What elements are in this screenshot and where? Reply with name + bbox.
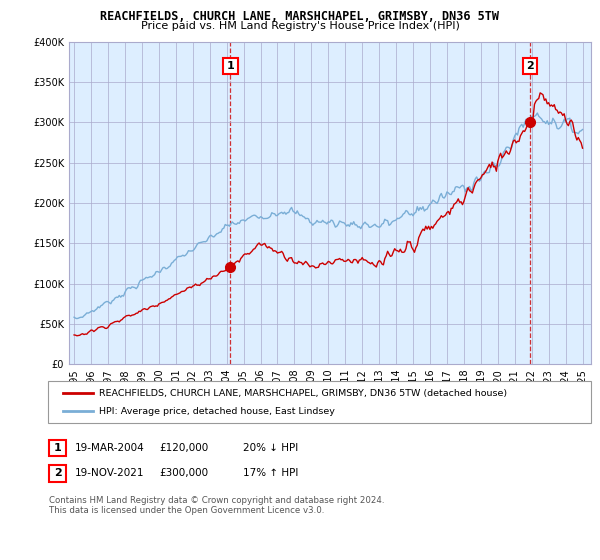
Text: HPI: Average price, detached house, East Lindsey: HPI: Average price, detached house, East… xyxy=(99,407,335,416)
Text: 17% ↑ HPI: 17% ↑ HPI xyxy=(243,468,298,478)
Text: Price paid vs. HM Land Registry's House Price Index (HPI): Price paid vs. HM Land Registry's House … xyxy=(140,21,460,31)
Text: REACHFIELDS, CHURCH LANE, MARSHCHAPEL, GRIMSBY, DN36 5TW: REACHFIELDS, CHURCH LANE, MARSHCHAPEL, G… xyxy=(101,10,499,23)
Text: Contains HM Land Registry data © Crown copyright and database right 2024.
This d: Contains HM Land Registry data © Crown c… xyxy=(49,496,385,515)
Text: 19-NOV-2021: 19-NOV-2021 xyxy=(75,468,145,478)
Text: 1: 1 xyxy=(54,443,61,453)
Text: £300,000: £300,000 xyxy=(159,468,208,478)
Text: 20% ↓ HPI: 20% ↓ HPI xyxy=(243,443,298,453)
Text: 19-MAR-2004: 19-MAR-2004 xyxy=(75,443,145,453)
Text: £120,000: £120,000 xyxy=(159,443,208,453)
Text: REACHFIELDS, CHURCH LANE, MARSHCHAPEL, GRIMSBY, DN36 5TW (detached house): REACHFIELDS, CHURCH LANE, MARSHCHAPEL, G… xyxy=(99,389,507,398)
Text: 1: 1 xyxy=(226,61,234,71)
Text: 2: 2 xyxy=(54,468,61,478)
Text: 2: 2 xyxy=(526,61,533,71)
